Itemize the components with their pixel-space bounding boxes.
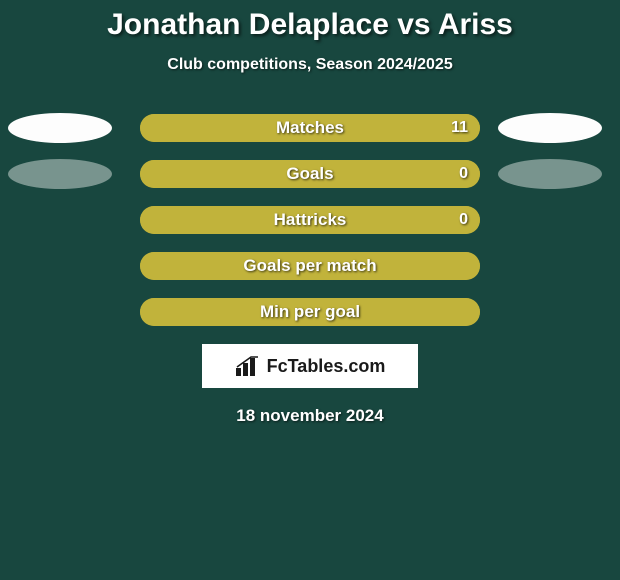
stat-row: Matches11 <box>0 114 620 142</box>
subtitle: Club competitions, Season 2024/2025 <box>0 56 620 74</box>
stat-label: Matches <box>140 114 480 142</box>
stat-bar: Hattricks0 <box>140 206 480 234</box>
stat-label: Hattricks <box>140 206 480 234</box>
stat-value-right: 0 <box>459 206 468 234</box>
stat-row: Min per goal <box>0 298 620 326</box>
bars-icon <box>235 356 261 376</box>
stat-bar: Goals0 <box>140 160 480 188</box>
player-left-marker <box>8 159 112 189</box>
logo-text: FcTables.com <box>267 356 386 377</box>
stat-bar: Min per goal <box>140 298 480 326</box>
stat-value-right: 0 <box>459 160 468 188</box>
logo-inner: FcTables.com <box>235 356 386 377</box>
stat-label: Goals <box>140 160 480 188</box>
date-line: 18 november 2024 <box>0 406 620 426</box>
stat-value-right: 11 <box>451 114 468 142</box>
stat-row: Hattricks0 <box>0 206 620 234</box>
player-left-marker <box>8 113 112 143</box>
stats-container: Matches11Goals0Hattricks0Goals per match… <box>0 114 620 326</box>
page-title: Jonathan Delaplace vs Ariss <box>0 0 620 42</box>
stat-label: Min per goal <box>140 298 480 326</box>
stat-label: Goals per match <box>140 252 480 280</box>
stat-row: Goals per match <box>0 252 620 280</box>
stat-bar: Goals per match <box>140 252 480 280</box>
stat-row: Goals0 <box>0 160 620 188</box>
stat-bar: Matches11 <box>140 114 480 142</box>
logo-box: FcTables.com <box>202 344 418 388</box>
player-right-marker <box>498 113 602 143</box>
player-right-marker <box>498 159 602 189</box>
